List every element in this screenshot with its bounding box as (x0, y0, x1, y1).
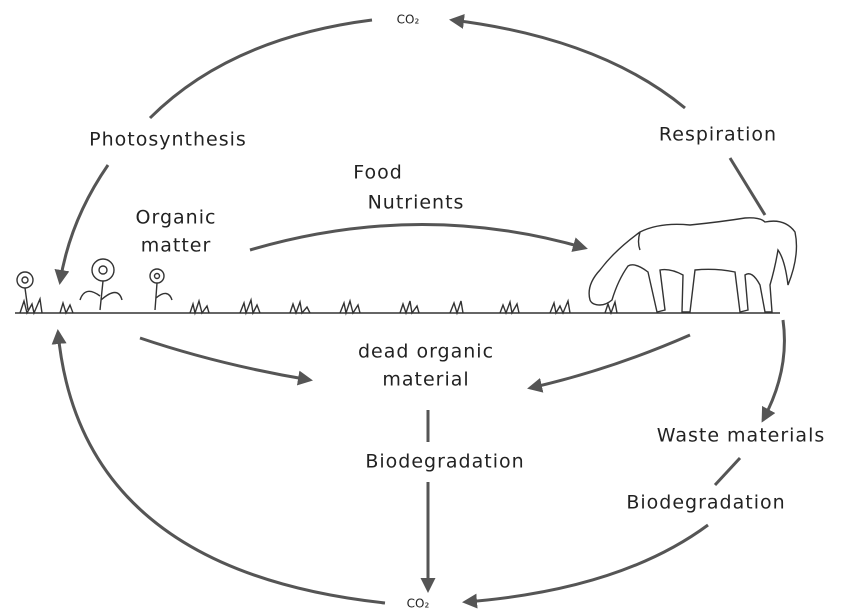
biodegradation-label: Biodegradation (365, 451, 524, 473)
biodegradation-label: Biodegradation (626, 492, 785, 514)
arrow (60, 165, 108, 282)
arrow (465, 525, 708, 602)
respiration-label: Respiration (659, 124, 777, 146)
diagram: CO₂ Photosynthesis Respiration Food Nutr… (0, 0, 862, 613)
food-label: Nutrients (368, 192, 465, 214)
dead-material-label: material (382, 369, 469, 391)
arrow (452, 20, 685, 108)
food-label: Food (353, 162, 403, 184)
co2-label: CO₂ (397, 13, 420, 27)
arrow (763, 320, 784, 420)
dead-material-label: dead organic (358, 341, 494, 363)
organic-matter-label: matter (141, 235, 212, 257)
arrow (58, 332, 385, 603)
arrow (250, 224, 585, 250)
horse (589, 218, 796, 312)
arrow (150, 20, 372, 118)
arrow (530, 335, 690, 388)
page: CO₂ Photosynthesis Respiration Food Nutr… (0, 0, 862, 613)
arrow (715, 458, 740, 485)
organic-matter-label: Organic (136, 207, 217, 229)
waste-label: Waste materials (657, 425, 826, 447)
arrow (730, 158, 765, 215)
grass (20, 299, 617, 313)
arrow (140, 338, 310, 380)
co2-label: CO₂ (407, 597, 430, 611)
photosynthesis-label: Photosynthesis (89, 129, 247, 151)
